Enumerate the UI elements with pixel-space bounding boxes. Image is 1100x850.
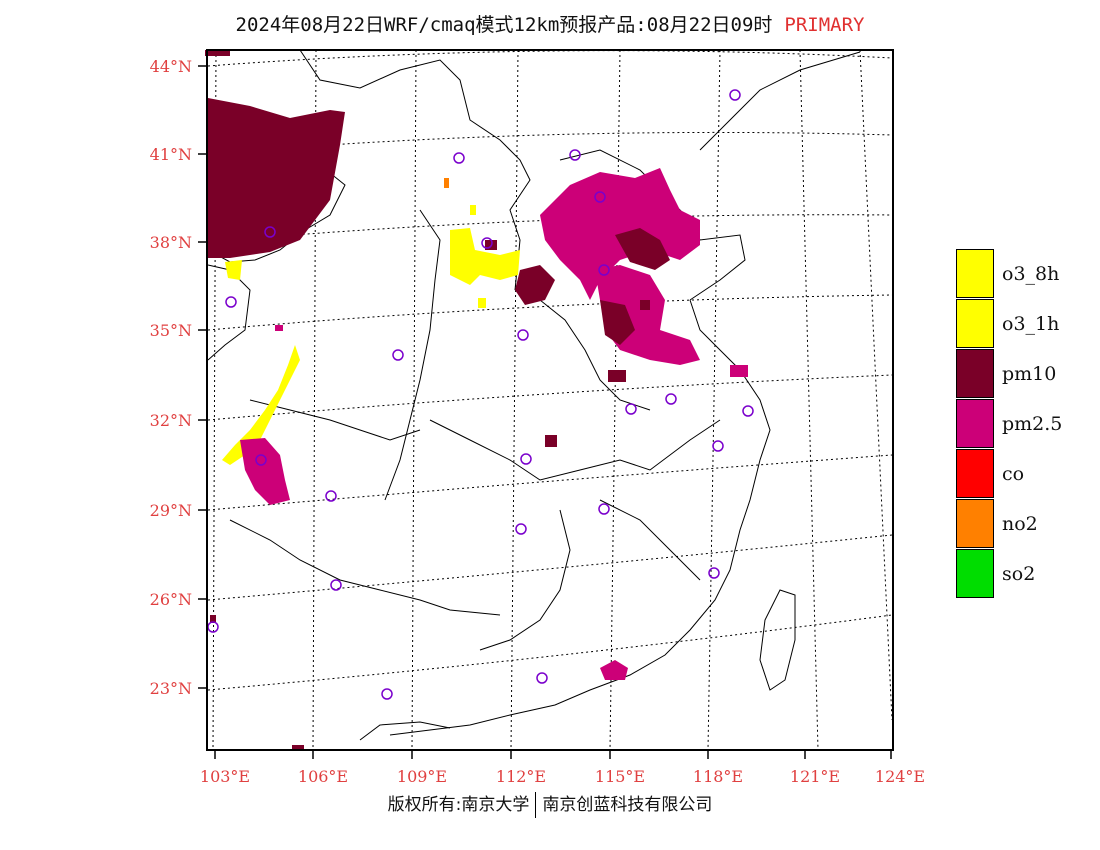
lon-label: 124°E (875, 767, 925, 786)
legend-label: pm10 (1002, 363, 1057, 385)
legend: o3_8h o3_1h pm10 pm2.5 co no2 so2 (956, 249, 1096, 599)
lat-label: 38°N (150, 233, 192, 252)
pm25-area-sichuan (240, 438, 290, 505)
station-markers (207, 89, 754, 700)
title-main: 2024年08月22日WRF/cmaq模式12km预报产品:08月22日09时 (235, 14, 773, 36)
pm10-area-central (515, 265, 555, 305)
map-title: 2024年08月22日WRF/cmaq模式12km预报产品:08月22日09时 P… (0, 10, 1100, 37)
footer-left: 版权所有:南京大学 (387, 795, 530, 815)
lat-label: 44°N (150, 57, 192, 76)
legend-item: o3_1h (956, 299, 1096, 349)
legend-label: no2 (1002, 513, 1038, 535)
pollution-fields (205, 50, 748, 750)
legend-item: pm2.5 (956, 399, 1096, 449)
legend-label: o3_1h (1002, 313, 1060, 335)
lon-label: 103°E (200, 767, 250, 786)
legend-item: no2 (956, 499, 1096, 549)
lat-label: 26°N (150, 590, 192, 609)
legend-label: o3_8h (1002, 263, 1060, 285)
lat-label: 41°N (150, 145, 192, 164)
legend-label: so2 (1002, 563, 1036, 585)
tick-marks (198, 65, 892, 759)
lon-label: 118°E (693, 767, 743, 786)
lat-label: 23°N (150, 679, 192, 698)
legend-item: so2 (956, 549, 1096, 599)
o3-area-sichuan (222, 345, 300, 465)
pm10-area-henan (600, 300, 635, 345)
legend-swatch (956, 499, 994, 548)
lat-label: 29°N (150, 501, 192, 520)
legend-swatch (956, 249, 994, 298)
map-frame (206, 49, 894, 751)
legend-item: co (956, 449, 1096, 499)
o3-area-shanxi (450, 228, 520, 285)
pm10-area-north (208, 98, 345, 258)
lon-label: 109°E (397, 767, 447, 786)
legend-label: pm2.5 (1002, 413, 1063, 435)
lon-label: 121°E (790, 767, 840, 786)
boundaries (207, 49, 861, 741)
legend-swatch (956, 449, 994, 498)
lon-label: 106°E (298, 767, 348, 786)
pm10-area-shandong (615, 228, 670, 270)
legend-item: o3_8h (956, 249, 1096, 299)
lat-label: 32°N (150, 411, 192, 430)
legend-swatch (956, 349, 994, 398)
o3-area-west (225, 260, 242, 280)
title-tag: PRIMARY (784, 14, 865, 36)
legend-item: pm10 (956, 349, 1096, 399)
footer-right: 南京创蓝科技有限公司 (542, 795, 713, 815)
lon-label: 112°E (496, 767, 546, 786)
legend-swatch (956, 299, 994, 348)
pm25-area-south (600, 660, 628, 680)
lat-axis-labels: 44°N 41°N 38°N 35°N 32°N 29°N 26°N 23°N (150, 57, 192, 698)
lon-axis-labels: 103°E 106°E 109°E 112°E 115°E 118°E 121°… (200, 767, 925, 786)
legend-swatch (956, 549, 994, 598)
legend-swatch (956, 399, 994, 448)
legend-label: co (1002, 463, 1025, 485)
lat-label: 35°N (150, 321, 192, 340)
lon-label: 115°E (595, 767, 645, 786)
footer-separator (535, 792, 537, 818)
copyright-footer: 版权所有:南京大学 南京创蓝科技有限公司 (0, 790, 1100, 818)
